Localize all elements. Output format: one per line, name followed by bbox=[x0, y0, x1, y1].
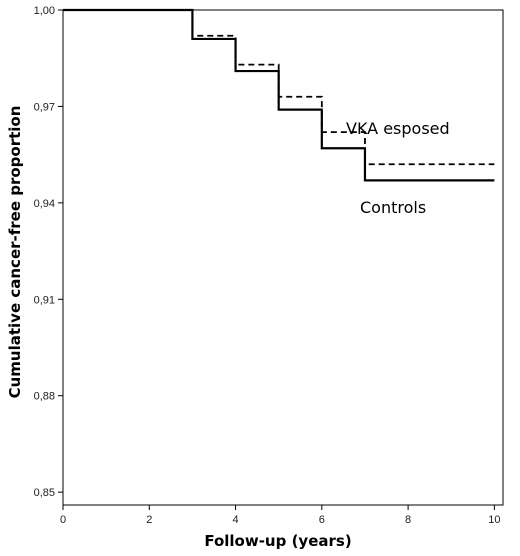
series-line-vka-esposed bbox=[63, 9, 495, 166]
series-label-vka-esposed: VKA esposed bbox=[346, 119, 450, 138]
y-tick-label: 0,85 bbox=[34, 487, 55, 499]
x-tick-label: 0 bbox=[60, 514, 66, 526]
series-label-controls: Controls bbox=[360, 198, 426, 217]
x-tick-label: 4 bbox=[232, 514, 238, 526]
series-layer bbox=[63, 8, 495, 182]
x-tick-label: 10 bbox=[488, 514, 500, 526]
y-tick-label: 0,88 bbox=[34, 391, 55, 403]
y-tick-label: 0,94 bbox=[34, 198, 55, 210]
x-axis-title: Follow-up (years) bbox=[204, 532, 351, 550]
y-tick-label: 1,00 bbox=[34, 5, 55, 17]
x-tick-label: 2 bbox=[146, 514, 152, 526]
axes: 0 2 4 6 8 10 1,00 0,97 0,94 0,91 0,88 0,85 bbox=[34, 5, 501, 526]
x-tick-label: 6 bbox=[319, 514, 325, 526]
plot-area bbox=[62, 9, 504, 506]
y-tick-label: 0,97 bbox=[34, 101, 55, 113]
x-tick-label: 8 bbox=[405, 514, 411, 526]
y-tick-label: 0,91 bbox=[34, 294, 55, 306]
plot-frame bbox=[62, 9, 504, 506]
y-axis-title: Cumulative cancer-free proportion bbox=[6, 106, 24, 399]
